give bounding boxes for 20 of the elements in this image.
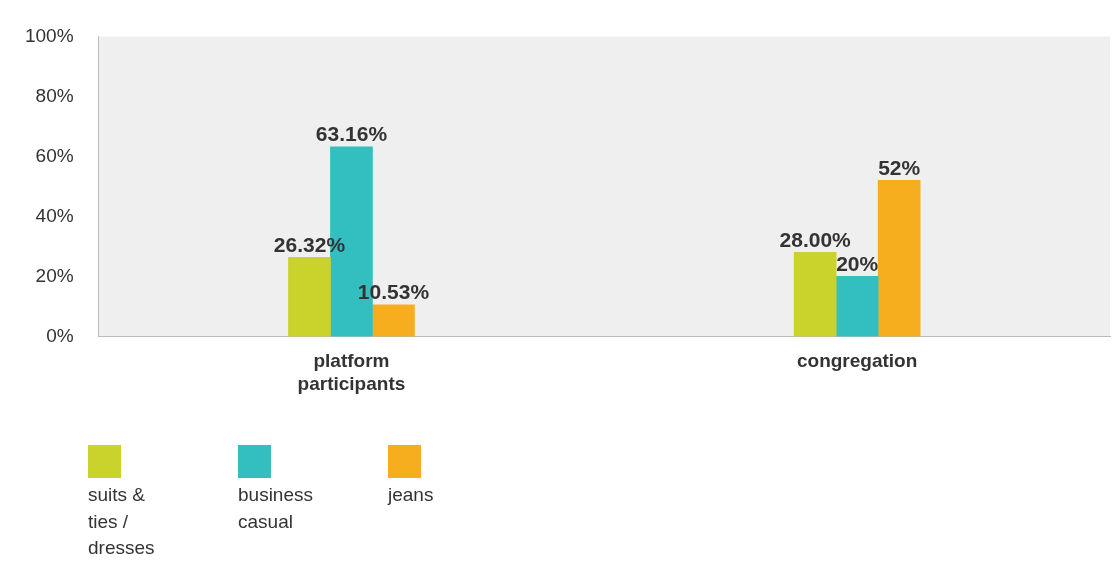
bar (372, 304, 415, 337)
y-tick-label: 80% (35, 84, 74, 106)
data-label: 52% (878, 155, 921, 179)
bar (793, 252, 837, 337)
bar (877, 180, 921, 337)
bar (835, 276, 879, 337)
legend-label: jeans (388, 483, 435, 507)
legend-label: suits & ties / dresses (88, 483, 156, 561)
data-label: 63.16% (315, 122, 388, 146)
x-tick-label: congregation (796, 350, 918, 372)
y-tick-label: 20% (35, 264, 74, 286)
data-label: 20% (836, 251, 879, 275)
data-label: 28.00% (779, 227, 852, 251)
x-tick-label: platform participants (297, 350, 406, 394)
y-tick-label: 100% (24, 24, 74, 46)
legend-label: business casual (238, 483, 314, 534)
y-tick-label: 0% (46, 324, 74, 346)
bar (288, 257, 331, 337)
y-tick-label: 60% (35, 144, 74, 166)
y-tick-label: 40% (35, 204, 74, 226)
